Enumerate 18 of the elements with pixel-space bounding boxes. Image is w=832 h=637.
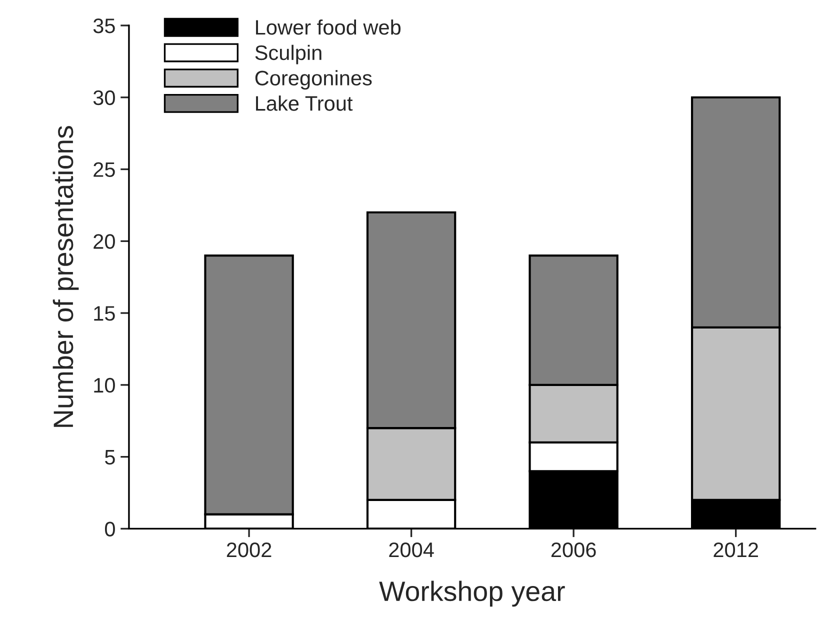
y-tick-label: 15 — [94, 306, 115, 321]
legend-label: Sculpin — [255, 44, 322, 64]
y-tick-label: 0 — [104, 522, 115, 536]
legend-label: Lower food web — [256, 19, 401, 35]
y-tick-label: 20 — [94, 234, 115, 249]
x-axis-title: Workshop year — [379, 580, 565, 607]
y-axis-title: Number of presentations — [52, 126, 79, 427]
y-tick-label: 5 — [105, 450, 115, 465]
x-tick-label: 2002 — [226, 542, 272, 558]
y-tick-label: 35 — [93, 18, 115, 34]
y-tick-label: 30 — [93, 90, 115, 106]
legend-label: Lake Trout — [256, 96, 353, 111]
legend-label: Coregonines — [255, 70, 372, 90]
x-tick-label: 2006 — [551, 542, 596, 558]
x-tick-label: 2012 — [714, 542, 758, 558]
x-tick-label: 2004 — [389, 542, 434, 558]
y-tick-label: 25 — [94, 162, 115, 178]
y-tick-label: 10 — [94, 378, 115, 393]
